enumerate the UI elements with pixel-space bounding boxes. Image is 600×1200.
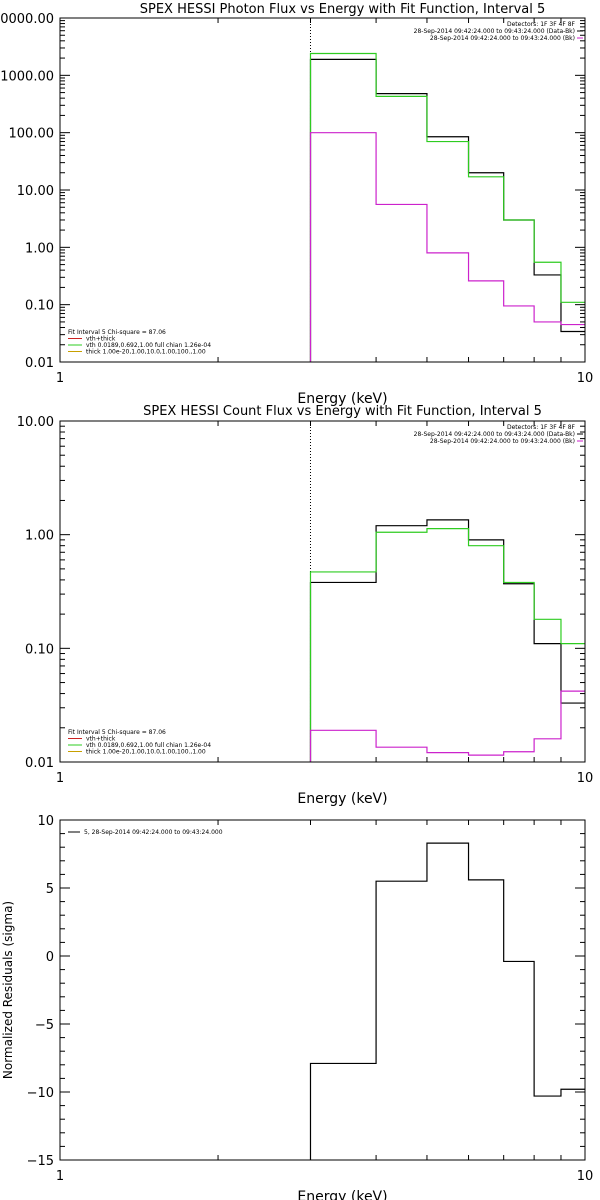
legend-bottom-entry: vth 0.0189,0.692,1.00 full chian 1.26e-0… — [86, 742, 211, 749]
x-axis-label: Energy (keV) — [297, 791, 387, 807]
x-axis-label: Energy (keV) — [297, 1189, 387, 1200]
y-tick-label: 5 — [46, 882, 54, 897]
series-model-line — [309, 528, 585, 762]
series-bkg-line — [309, 690, 585, 762]
legend-top-entry: Detectors: 1F 3F 4F 8F — [507, 21, 576, 28]
x-tick-label: 1 — [56, 1169, 64, 1184]
plot-frame — [59, 819, 586, 1161]
y-tick-label: 0 — [46, 950, 54, 965]
legend-top-entry: 28-Sep-2014 09:42:24.000 to 09:43:24.000… — [414, 431, 575, 438]
legend-bottom-entry: vth+thick — [86, 336, 116, 343]
y-axis-label: Normalized Residuals (sigma) — [1, 901, 15, 1079]
y-tick-label: 1.00 — [25, 529, 54, 544]
y-tick-label: 10 — [37, 814, 54, 829]
series-data-line — [309, 842, 585, 1160]
y-tick-label: 0.10 — [25, 642, 54, 657]
legend-top-entry: 28-Sep-2014 09:42:24.000 to 09:43:24.000… — [430, 35, 575, 42]
y-tick-label: 10.00 — [17, 415, 54, 430]
legend-top-entry: 28-Sep-2014 09:42:24.000 to 09:43:24.000… — [414, 28, 575, 35]
series-data-line — [309, 519, 585, 762]
legend-bottom-entry: Fit Interval 5 Chi-square = 87.06 — [68, 729, 166, 736]
y-tick-label: −15 — [27, 1154, 54, 1169]
legend-top-entry: 5, 28-Sep-2014 09:42:24.000 to 09:43:24.… — [84, 829, 223, 836]
x-tick-label: 1 — [56, 371, 64, 386]
series-model-line — [309, 52, 585, 362]
chart-title: SPEX HESSI Count Flux vs Energy with Fit… — [143, 404, 542, 419]
x-tick-label: 10 — [577, 1169, 594, 1184]
x-tick-label: 1 — [56, 771, 64, 786]
series-data-line — [309, 58, 585, 362]
y-tick-label: −5 — [35, 1018, 54, 1033]
series-bkg-line — [309, 132, 585, 362]
legend-bottom-entry: vth+thick — [86, 736, 116, 743]
plot-frame — [59, 420, 586, 763]
plot-frame — [59, 17, 586, 363]
series-group — [309, 52, 585, 362]
y-tick-label: 1.00 — [25, 241, 54, 256]
legend-bottom-entry: thick 1.00e-20,1.00,10.0,1.00,100.,1.00 — [86, 749, 206, 756]
legend-bottom-entry: vth 0.0189,0.692,1.00 full chian 1.26e-0… — [86, 342, 211, 349]
x-tick-label: 10 — [577, 771, 594, 786]
legend-bottom-entry: Fit Interval 5 Chi-square = 87.06 — [68, 329, 166, 336]
chart-title: SPEX HESSI Photon Flux vs Energy with Fi… — [140, 2, 546, 17]
legend-top-entry: 28-Sep-2014 09:42:24.000 to 09:43:24.000… — [430, 438, 575, 445]
y-tick-label: 0.10 — [25, 299, 54, 314]
chart-panel-2: SPEX HESSI Count Flux vs Energy with Fit… — [17, 404, 593, 807]
y-tick-label: 0.01 — [25, 756, 54, 771]
y-tick-label: 1000.00 — [0, 69, 54, 84]
y-tick-label: 10.00 — [17, 184, 54, 199]
legend-bottom-entry: thick 1.00e-20,1.00,10.0,1.00,100.,1.00 — [86, 349, 206, 356]
y-tick-label: 100.00 — [9, 127, 55, 142]
chart-panel-1: SPEX HESSI Photon Flux vs Energy with Fi… — [0, 2, 593, 407]
y-tick-label: −10 — [27, 1086, 54, 1101]
x-tick-label: 10 — [577, 371, 594, 386]
y-tick-label: 0.01 — [25, 356, 54, 371]
x-axis-label: Energy (keV) — [297, 391, 387, 407]
series-group — [309, 842, 585, 1160]
legend-top-entry: Detectors: 1F 3F 4F 8F — [507, 424, 576, 431]
series-group — [309, 519, 585, 762]
y-tick-label: 10000.00 — [0, 12, 54, 27]
chart-panel-3: 1 10 −15 −10 −5 0 5 10 Energy (keV) Normalized Re… — [1, 814, 593, 1200]
